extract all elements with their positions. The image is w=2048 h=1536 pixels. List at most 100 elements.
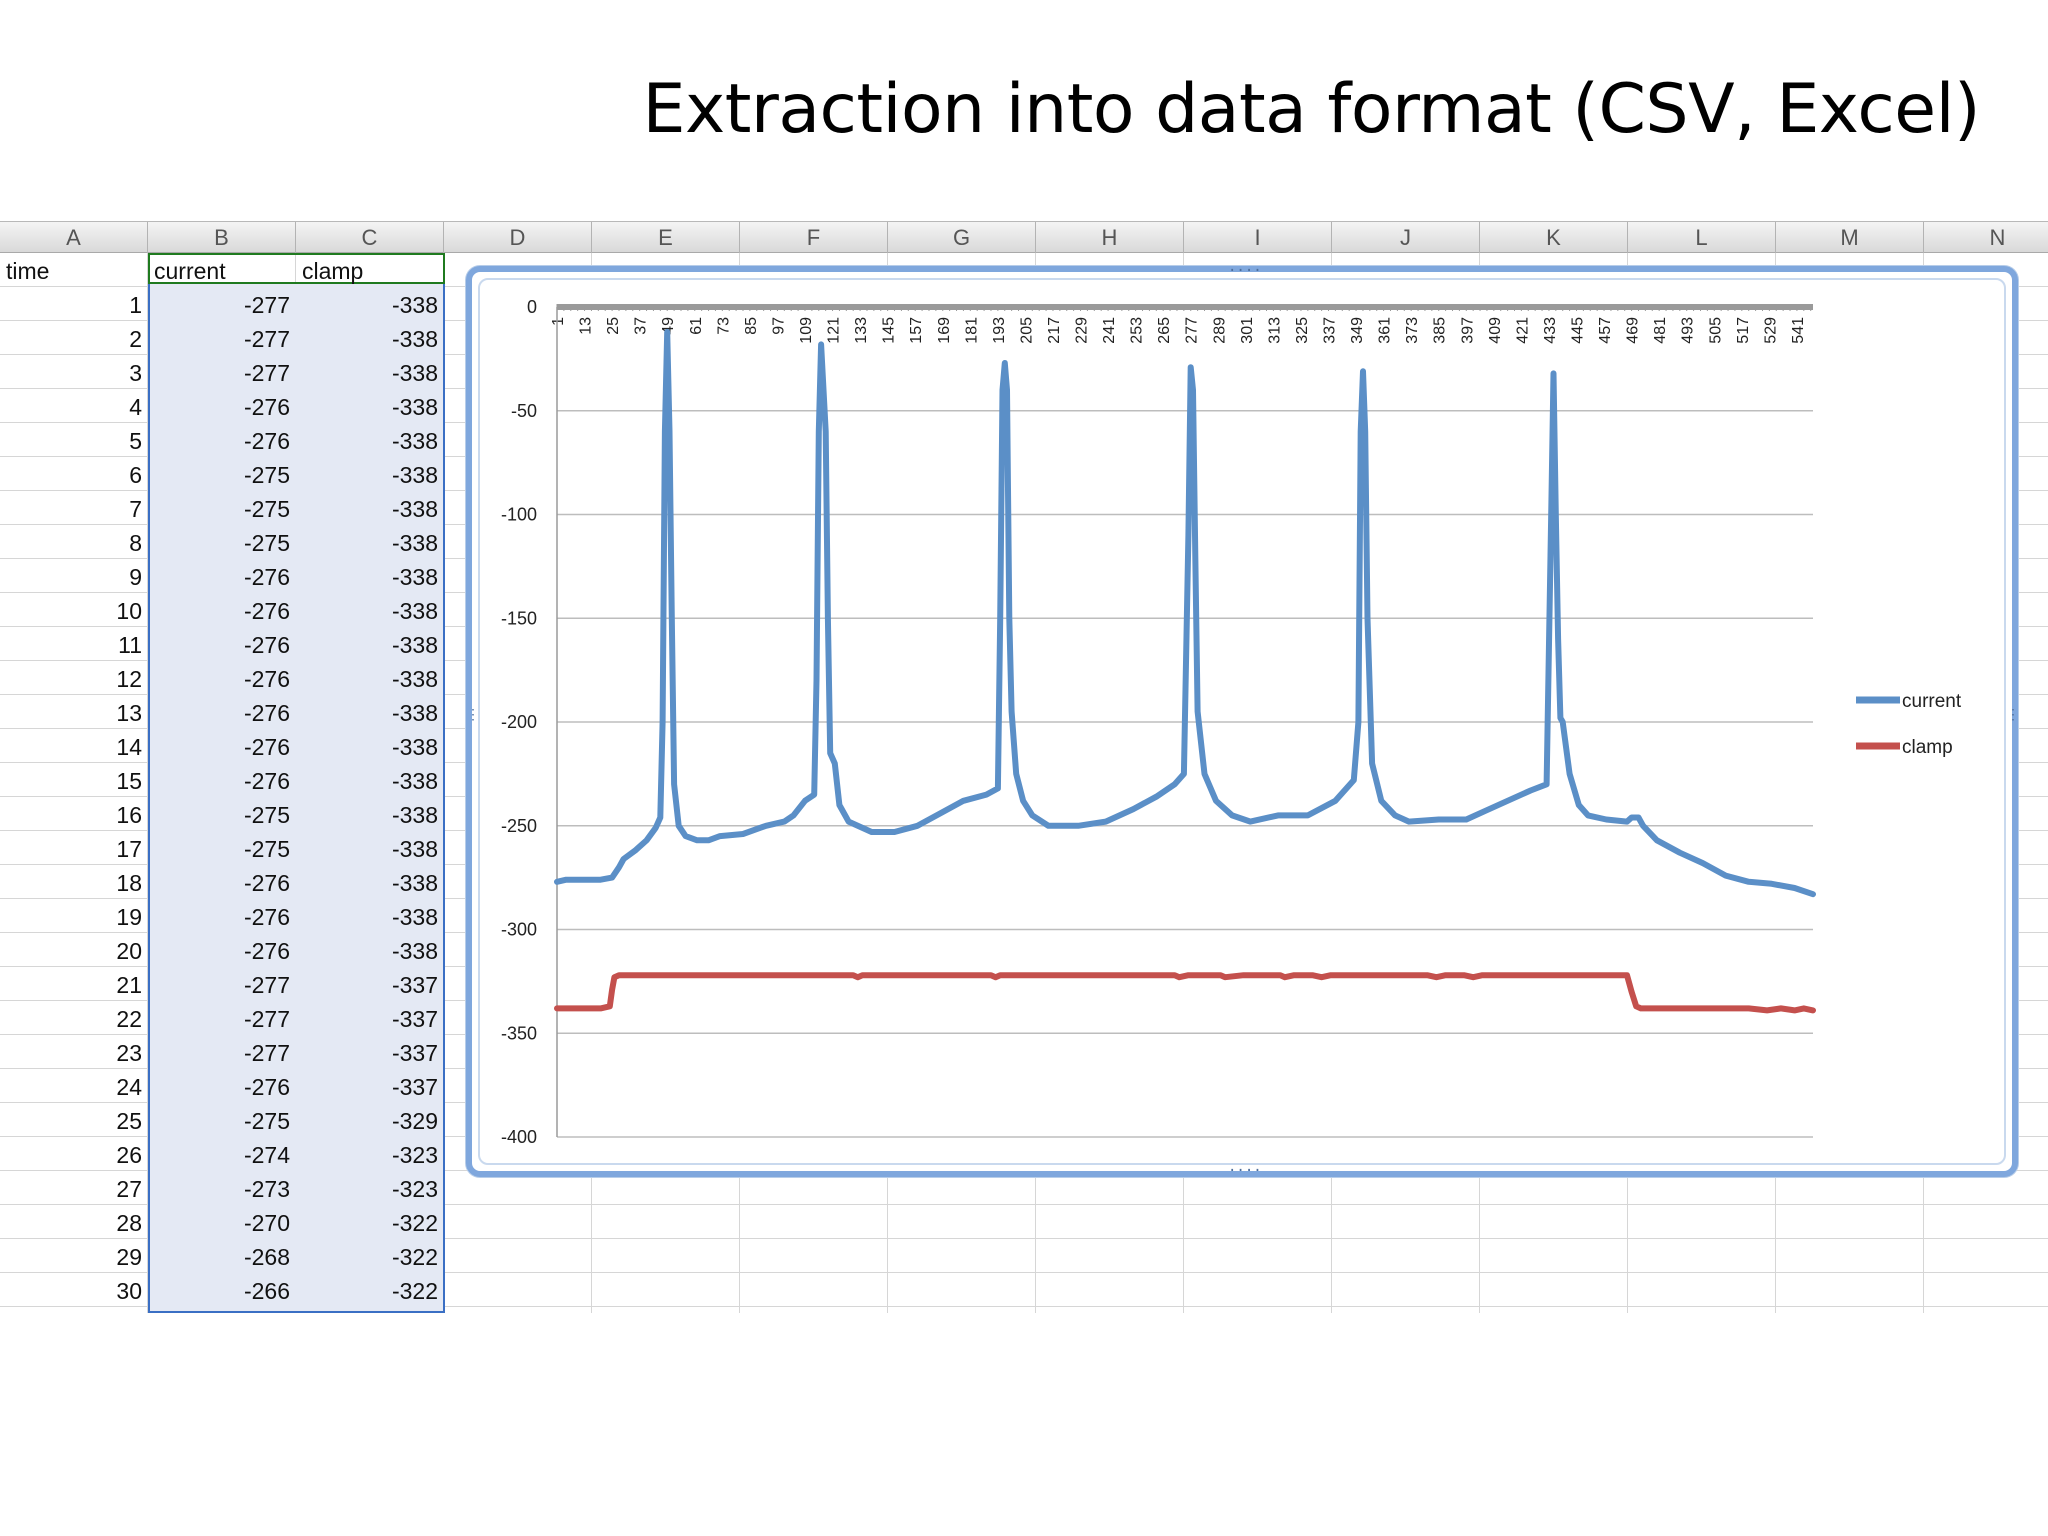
time-cell[interactable]: 20 <box>116 938 142 964</box>
current-cell[interactable]: -275 <box>243 462 290 488</box>
time-cell[interactable]: 23 <box>116 1040 142 1066</box>
column-header-b[interactable]: B <box>148 222 296 253</box>
column-header-k[interactable]: K <box>1480 222 1628 253</box>
column-header-g[interactable]: G <box>888 222 1036 253</box>
clamp-cell[interactable]: -338 <box>391 394 438 420</box>
header-cell-time[interactable]: time <box>6 258 50 284</box>
time-cell[interactable]: 13 <box>116 700 142 726</box>
column-header-h[interactable]: H <box>1036 222 1184 253</box>
clamp-cell[interactable]: -338 <box>391 462 438 488</box>
time-cell[interactable]: 11 <box>118 632 142 658</box>
current-cell[interactable]: -276 <box>243 1074 290 1100</box>
clamp-cell[interactable]: -338 <box>391 292 438 318</box>
current-cell[interactable]: -275 <box>243 1108 290 1134</box>
time-cell[interactable]: 10 <box>116 598 142 624</box>
current-cell[interactable]: -276 <box>243 428 290 454</box>
clamp-cell[interactable]: -338 <box>391 836 438 862</box>
clamp-cell[interactable]: -338 <box>391 870 438 896</box>
current-cell[interactable]: -277 <box>243 326 290 352</box>
chart-resize-handle-right[interactable]: ⋮ <box>2006 707 2020 723</box>
column-header-f[interactable]: F <box>740 222 888 253</box>
current-cell[interactable]: -277 <box>243 1040 290 1066</box>
time-cell[interactable]: 15 <box>116 768 142 794</box>
clamp-cell[interactable]: -322 <box>391 1210 438 1236</box>
time-cell[interactable]: 3 <box>129 360 142 386</box>
current-cell[interactable]: -276 <box>243 700 290 726</box>
time-cell[interactable]: 25 <box>116 1108 142 1134</box>
current-cell[interactable]: -275 <box>243 496 290 522</box>
current-cell[interactable]: -276 <box>243 904 290 930</box>
time-cell[interactable]: 29 <box>116 1244 142 1270</box>
time-cell[interactable]: 5 <box>129 428 142 454</box>
time-cell[interactable]: 28 <box>116 1210 142 1236</box>
current-cell[interactable]: -277 <box>243 1006 290 1032</box>
current-cell[interactable]: -276 <box>243 734 290 760</box>
current-cell[interactable]: -270 <box>243 1210 290 1236</box>
header-cell-clamp[interactable]: clamp <box>302 258 364 284</box>
time-cell[interactable]: 1 <box>129 292 142 318</box>
current-cell[interactable]: -276 <box>243 598 290 624</box>
clamp-cell[interactable]: -323 <box>391 1142 438 1168</box>
column-header-j[interactable]: J <box>1332 222 1480 253</box>
time-cell[interactable]: 14 <box>116 734 142 760</box>
clamp-cell[interactable]: -338 <box>391 666 438 692</box>
data-selection-border[interactable] <box>148 284 445 1313</box>
chart-resize-handle-bottom[interactable]: ···· <box>1228 1163 1262 1179</box>
current-cell[interactable]: -273 <box>243 1176 290 1202</box>
time-cell[interactable]: 7 <box>129 496 142 522</box>
time-cell[interactable]: 18 <box>116 870 142 896</box>
clamp-cell[interactable]: -338 <box>391 428 438 454</box>
clamp-cell[interactable]: -338 <box>391 632 438 658</box>
clamp-cell[interactable]: -338 <box>391 802 438 828</box>
clamp-cell[interactable]: -338 <box>391 700 438 726</box>
clamp-cell[interactable]: -337 <box>391 1074 438 1100</box>
time-cell[interactable]: 9 <box>129 564 142 590</box>
clamp-cell[interactable]: -322 <box>391 1278 438 1304</box>
time-cell[interactable]: 16 <box>116 802 142 828</box>
current-cell[interactable]: -276 <box>243 632 290 658</box>
time-cell[interactable]: 27 <box>116 1176 142 1202</box>
current-cell[interactable]: -276 <box>243 666 290 692</box>
time-cell[interactable]: 8 <box>129 530 142 556</box>
time-cell[interactable]: 26 <box>116 1142 142 1168</box>
time-cell[interactable]: 12 <box>116 666 142 692</box>
current-cell[interactable]: -275 <box>243 802 290 828</box>
current-cell[interactable]: -268 <box>243 1244 290 1270</box>
clamp-cell[interactable]: -338 <box>391 564 438 590</box>
clamp-cell[interactable]: -338 <box>391 598 438 624</box>
current-cell[interactable]: -274 <box>243 1142 290 1168</box>
time-cell[interactable]: 19 <box>116 904 142 930</box>
clamp-cell[interactable]: -322 <box>391 1244 438 1270</box>
clamp-cell[interactable]: -337 <box>391 1006 438 1032</box>
clamp-cell[interactable]: -338 <box>391 496 438 522</box>
current-cell[interactable]: -275 <box>243 530 290 556</box>
column-header-e[interactable]: E <box>592 222 740 253</box>
current-cell[interactable]: -277 <box>243 972 290 998</box>
time-cell[interactable]: 24 <box>116 1074 142 1100</box>
clamp-cell[interactable]: -338 <box>391 530 438 556</box>
clamp-cell[interactable]: -329 <box>391 1108 438 1134</box>
clamp-cell[interactable]: -338 <box>391 734 438 760</box>
time-cell[interactable]: 2 <box>129 326 142 352</box>
time-cell[interactable]: 6 <box>129 462 142 488</box>
clamp-cell[interactable]: -338 <box>391 360 438 386</box>
clamp-cell[interactable]: -338 <box>391 904 438 930</box>
current-cell[interactable]: -275 <box>243 836 290 862</box>
column-header-i[interactable]: I <box>1184 222 1332 253</box>
current-cell[interactable]: -277 <box>243 292 290 318</box>
current-cell[interactable]: -276 <box>243 564 290 590</box>
current-cell[interactable]: -276 <box>243 768 290 794</box>
chart-resize-handle-left[interactable]: ⋮ <box>466 707 480 723</box>
time-cell[interactable]: 30 <box>116 1278 142 1304</box>
column-header-l[interactable]: L <box>1628 222 1776 253</box>
clamp-cell[interactable]: -323 <box>391 1176 438 1202</box>
current-cell[interactable]: -276 <box>243 938 290 964</box>
column-header-m[interactable]: M <box>1776 222 1924 253</box>
column-header-n[interactable]: N <box>1924 222 2048 253</box>
current-cell[interactable]: -276 <box>243 870 290 896</box>
current-cell[interactable]: -277 <box>243 360 290 386</box>
column-header-a[interactable]: A <box>0 222 148 253</box>
current-cell[interactable]: -276 <box>243 394 290 420</box>
clamp-cell[interactable]: -338 <box>391 768 438 794</box>
clamp-cell[interactable]: -338 <box>391 326 438 352</box>
